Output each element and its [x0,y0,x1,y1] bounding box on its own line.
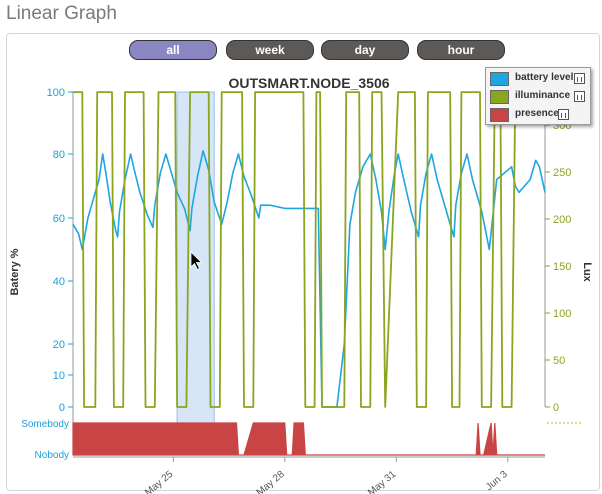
right-axis-tick-label: 100 [553,308,571,320]
left-axis-tick-label: 60 [53,213,65,225]
x-axis-tick-label: Jun 3 [484,469,510,493]
right-axis-tick-label: 150 [553,261,571,273]
right-axis-label: Lux [581,262,593,282]
left-axis-tick-label: 10 [53,370,65,382]
mouse-cursor-icon [190,251,203,271]
left-axis-tick-label: 80 [53,149,65,161]
chart-icon[interactable] [574,73,585,84]
legend-item-illuminance[interactable]: illuminance [486,87,590,105]
illuminance-line [73,91,545,408]
right-axis-tick-label: 200 [553,214,571,226]
right-axis-tick-label: 50 [553,355,565,367]
range-button-week[interactable]: week [226,40,314,60]
legend-swatch-battery [490,72,509,86]
left-axis-tick-label: 100 [47,87,65,99]
range-button-hour[interactable]: hour [417,40,505,60]
left-axis-label: Batery % [9,248,21,295]
x-axis-tick-label: May 25 [143,469,176,494]
presence-label-nobody: Nobody [35,450,69,461]
legend-item-battery-level[interactable]: battery level [486,69,590,87]
chart-title: OUTSMART.NODE_3506 [228,75,389,91]
left-axis-tick-label: 20 [53,339,65,351]
legend-label-battery: battery level [515,72,574,83]
x-axis-tick-label: May 28 [255,469,288,494]
range-button-all[interactable]: all [129,40,217,60]
range-button-day[interactable]: day [321,40,409,60]
page-title: Linear Graph [6,3,117,24]
chart-icon[interactable] [574,91,585,102]
left-axis-tick-label: 40 [53,276,65,288]
right-axis-tick-label: 0 [553,402,559,414]
right-axis-tick-label: 250 [553,167,571,179]
legend-swatch-illuminance [490,90,509,104]
x-axis-tick-label: May 31 [366,469,399,494]
presence-label-somebody: Somebody [21,419,69,430]
legend-swatch-presence [490,108,509,122]
chart-legend: battery level illuminance presence [485,67,591,125]
legend-label-illuminance: illuminance [515,90,571,101]
chart-icon[interactable] [558,109,569,120]
presence-area [72,422,545,456]
left-axis-tick-label: 0 [59,402,65,414]
legend-label-presence: presence [515,108,559,119]
legend-item-presence[interactable]: presence [486,105,590,123]
